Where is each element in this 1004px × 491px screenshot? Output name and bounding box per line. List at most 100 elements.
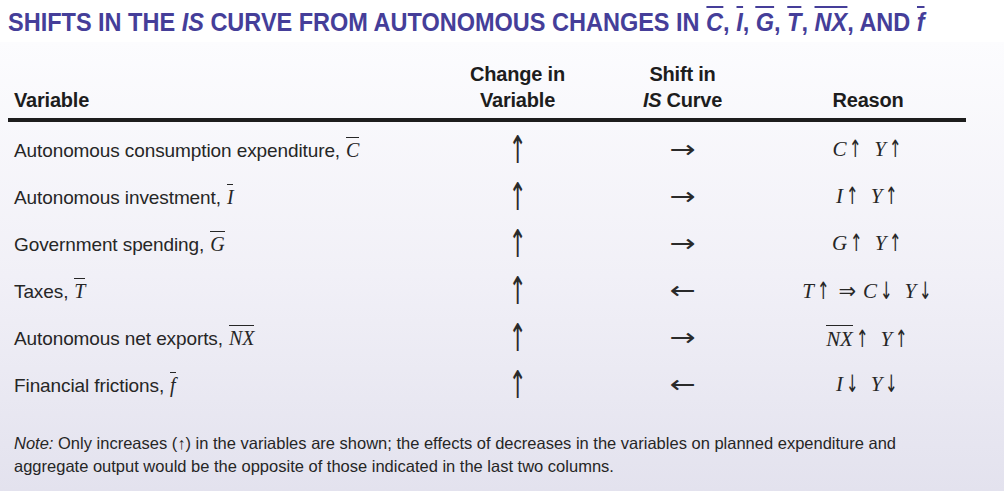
- left-arrow-icon: ←: [669, 372, 695, 397]
- right-arrow-icon: →: [669, 184, 695, 209]
- reason-variable: G: [832, 232, 847, 254]
- column-header-shift: Shift in ISCurve: [595, 61, 770, 113]
- row-reason-cell: G↑Y↑: [770, 232, 966, 255]
- row-variable-cell: Autonomous consumption expenditure, C: [0, 137, 440, 162]
- row-change-cell: ↑: [440, 370, 595, 400]
- row-change-cell: ↑: [440, 182, 595, 212]
- right-arrow-icon: →: [669, 137, 695, 162]
- title-separator: ,: [774, 8, 787, 36]
- up-arrow-icon: ↑: [508, 365, 526, 403]
- row-variable-symbol: NX: [229, 325, 254, 349]
- row-reason-cell: T↑⇒C↓Y↓: [770, 279, 966, 303]
- row-reason-cell: C↑Y↑: [770, 138, 966, 161]
- row-variable-label: Autonomous net exports,: [14, 328, 223, 349]
- title-separator: ,: [743, 8, 756, 36]
- reason-variable: I: [836, 185, 843, 207]
- title-is-label: IS: [182, 8, 204, 36]
- header-line: Change in: [440, 61, 595, 87]
- down-arrow-icon: ↓: [919, 279, 932, 303]
- row-variable-symbol: C: [346, 137, 359, 161]
- column-header-reason: Reason: [770, 87, 966, 113]
- down-arrow-icon: ↓: [880, 279, 893, 303]
- reason-variable: NX: [826, 325, 853, 350]
- column-header-change: Change in Variable: [440, 61, 595, 113]
- row-change-cell: ↑: [440, 135, 595, 165]
- table-title: SHIFTS IN THE IS CURVE FROM AUTONOMOUS C…: [8, 6, 925, 37]
- reason-variable: T: [802, 280, 814, 302]
- reason-variable: C: [863, 280, 877, 302]
- down-arrow-icon: ↓: [846, 372, 859, 396]
- right-arrow-icon: →: [669, 325, 695, 350]
- reason-variable: Y: [871, 373, 883, 395]
- column-header-variable: Variable: [0, 87, 440, 113]
- table-note: Note: Only increases (↑) in the variable…: [14, 432, 914, 478]
- table-title-bar: SHIFTS IN THE IS CURVE FROM AUTONOMOUS C…: [0, 0, 1004, 42]
- row-shift-cell: →: [595, 183, 770, 210]
- up-arrow-icon: ↑: [508, 224, 526, 262]
- title-var-f-bar: f: [917, 6, 925, 35]
- note-text: Only increases (↑) in the variables are …: [14, 434, 896, 475]
- left-arrow-icon: ←: [669, 278, 695, 303]
- row-variable-label: Taxes,: [14, 281, 68, 302]
- up-arrow-icon: ↑: [508, 177, 526, 215]
- curve-label: Curve: [666, 89, 722, 111]
- row-shift-cell: →: [595, 230, 770, 257]
- row-shift-cell: ←: [595, 371, 770, 398]
- title-text: CURVE FROM AUTONOMOUS CHANGES IN: [204, 8, 706, 36]
- title-var-nx-bar: NX: [815, 6, 848, 35]
- reason-variable: Y: [905, 280, 917, 302]
- table-body: Autonomous consumption expenditure, C ↑ →…: [0, 126, 1004, 408]
- up-arrow-icon: ↑: [817, 279, 830, 303]
- down-arrow-icon: ↓: [885, 372, 898, 396]
- row-variable-label: Autonomous consumption expenditure,: [14, 140, 340, 161]
- up-arrow-icon: ↑: [850, 231, 863, 255]
- title-var-t-bar: T: [787, 6, 801, 35]
- up-arrow-icon: ↑: [889, 137, 902, 161]
- row-variable-label: Government spending,: [14, 234, 204, 255]
- up-arrow-icon: ↑: [508, 318, 526, 356]
- up-arrow-icon: ↑: [895, 327, 908, 351]
- table-row: Taxes, T ↑ ← T↑⇒C↓Y↓: [0, 267, 966, 314]
- up-arrow-icon: ↑: [846, 184, 859, 208]
- title-text: SHIFTS IN THE: [8, 8, 182, 36]
- row-variable-cell: Autonomous net exports, NX: [0, 325, 440, 350]
- up-arrow-icon: ↑: [508, 130, 526, 168]
- row-variable-symbol: f: [170, 372, 175, 396]
- row-reason-cell: I↑Y↑: [770, 185, 966, 208]
- row-change-cell: ↑: [440, 323, 595, 353]
- row-variable-cell: Financial frictions,f: [0, 372, 440, 397]
- header-line: ISCurve: [595, 87, 770, 113]
- reason-variable: Y: [875, 232, 887, 254]
- up-arrow-icon: ↑: [856, 327, 869, 351]
- up-arrow-icon: ↑: [508, 271, 526, 309]
- reason-variable: Y: [881, 328, 893, 350]
- table-header-row: Variable Change in Variable Shift in ISC…: [0, 42, 966, 118]
- row-reason-cell: NX↑Y↑: [770, 325, 966, 351]
- title-separator: ,: [801, 8, 814, 36]
- reason-variable: C: [833, 138, 847, 160]
- up-arrow-icon: ↑: [889, 231, 902, 255]
- table-row: Autonomous investment, I ↑ → I↑Y↑: [0, 173, 966, 220]
- row-variable-symbol: G: [210, 231, 224, 255]
- table-row: Autonomous net exports,NX ↑ → NX↑Y↑: [0, 314, 966, 361]
- row-variable-label: Autonomous investment,: [14, 187, 221, 208]
- row-shift-cell: →: [595, 324, 770, 351]
- row-variable-symbol: T: [74, 278, 85, 302]
- title-var-g-bar: G: [756, 6, 774, 35]
- row-shift-cell: ←: [595, 277, 770, 304]
- is-curve-label: IS: [643, 89, 662, 111]
- row-variable-cell: Taxes, T: [0, 278, 440, 303]
- table-row: Autonomous consumption expenditure, C ↑ →…: [0, 126, 966, 173]
- reason-variable: Y: [874, 138, 886, 160]
- up-arrow-icon: ↑: [885, 184, 898, 208]
- header-rule: [8, 118, 966, 122]
- table-card: Variable Change in Variable Shift in ISC…: [0, 42, 1004, 491]
- title-var-c-bar: C: [706, 6, 723, 35]
- right-arrow-icon: →: [669, 231, 695, 256]
- row-variable-symbol: I: [227, 184, 234, 208]
- title-separator: ,: [723, 8, 736, 36]
- row-reason-cell: I↓Y↓: [770, 373, 966, 396]
- row-shift-cell: →: [595, 136, 770, 163]
- up-arrow-icon: ↑: [850, 137, 863, 161]
- title-separator: , AND: [847, 8, 917, 36]
